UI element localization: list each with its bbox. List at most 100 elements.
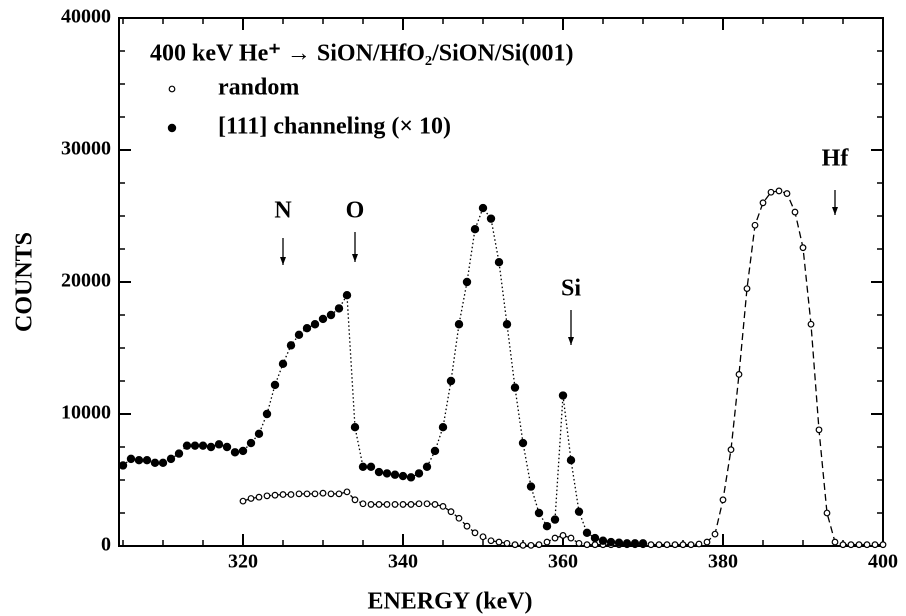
legend-marker (168, 85, 176, 93)
data-point (518, 438, 528, 448)
data-point (638, 539, 648, 548)
data-point (470, 224, 480, 234)
annotation-label: O (346, 198, 365, 224)
data-point (743, 285, 751, 293)
data-point (358, 462, 368, 471)
data-point (479, 533, 487, 541)
data-point (622, 539, 632, 548)
data-point (446, 376, 456, 386)
data-point (799, 244, 807, 252)
data-point (527, 541, 535, 549)
x-axis-label: ENERGY (keV) (367, 589, 532, 615)
data-point (182, 441, 192, 450)
data-point (751, 221, 759, 229)
data-point (879, 541, 887, 549)
data-point (767, 188, 775, 196)
data-point (142, 456, 152, 465)
data-point (118, 461, 128, 470)
data-point (238, 446, 248, 456)
data-point (550, 515, 560, 524)
data-point (687, 541, 695, 549)
data-point (430, 446, 440, 456)
x-tick-label: 400 (868, 551, 898, 573)
data-point (166, 454, 176, 464)
y-axis-label: COUNTS (12, 232, 38, 332)
data-point (239, 497, 247, 505)
data-point (263, 492, 271, 500)
data-point (415, 500, 423, 508)
data-point (214, 440, 224, 449)
data-point (695, 540, 703, 548)
data-point (542, 522, 552, 531)
data-point (342, 291, 352, 300)
data-point (647, 541, 655, 549)
y-tick-label: 10000 (61, 402, 111, 424)
data-point (134, 456, 144, 465)
data-point (439, 503, 447, 510)
data-point (399, 501, 407, 508)
data-point (494, 258, 504, 267)
data-point (463, 522, 471, 530)
data-point (511, 541, 519, 549)
annotation-label: Hf (822, 146, 850, 172)
data-point (558, 391, 568, 400)
data-point (671, 541, 679, 549)
data-point (551, 534, 559, 542)
y-tick-label: 30000 (61, 138, 111, 160)
data-point (398, 471, 408, 481)
data-point (287, 491, 295, 498)
data-point (606, 537, 616, 547)
annotation-label: N (274, 198, 292, 224)
data-point (567, 534, 575, 542)
x-tick-label: 320 (228, 551, 258, 573)
data-point (254, 429, 264, 438)
data-point (839, 541, 847, 549)
data-point (375, 501, 383, 508)
data-point (246, 438, 256, 448)
data-point (382, 469, 392, 478)
data-point (327, 490, 335, 498)
data-point (383, 501, 391, 508)
x-tick-label: 340 (388, 551, 418, 573)
data-point (807, 320, 815, 328)
data-point (831, 538, 839, 546)
data-point (783, 190, 791, 197)
data-point (591, 541, 599, 549)
data-point (366, 462, 376, 471)
data-point (359, 500, 367, 508)
data-point (495, 538, 503, 546)
y-tick-label: 40000 (61, 6, 111, 28)
data-point (590, 533, 600, 543)
data-point (815, 426, 823, 434)
legend-label: [111] channeling (× 10) (218, 114, 451, 140)
data-point (126, 454, 136, 464)
data-point (543, 538, 551, 546)
data-point (319, 489, 327, 497)
data-point (198, 441, 208, 450)
data-point (318, 314, 328, 324)
data-point (727, 446, 735, 454)
data-point (663, 541, 671, 549)
data-point (255, 493, 263, 501)
data-point (303, 490, 311, 498)
data-point (455, 514, 463, 522)
data-point (559, 532, 567, 539)
data-point (222, 442, 232, 452)
data-point (438, 423, 448, 432)
data-point (526, 482, 536, 491)
data-point (247, 495, 255, 502)
data-point (510, 383, 520, 392)
series-line (122, 206, 643, 545)
data-point (703, 538, 711, 546)
x-tick-label: 380 (708, 551, 738, 573)
data-point (759, 199, 767, 207)
data-point (534, 508, 544, 518)
data-point (519, 541, 527, 549)
data-point (679, 541, 687, 549)
annotation-arrowhead (568, 337, 574, 345)
data-point (583, 541, 591, 549)
data-point (271, 491, 279, 499)
data-point (150, 458, 160, 468)
y-tick-label: 0 (101, 534, 111, 556)
